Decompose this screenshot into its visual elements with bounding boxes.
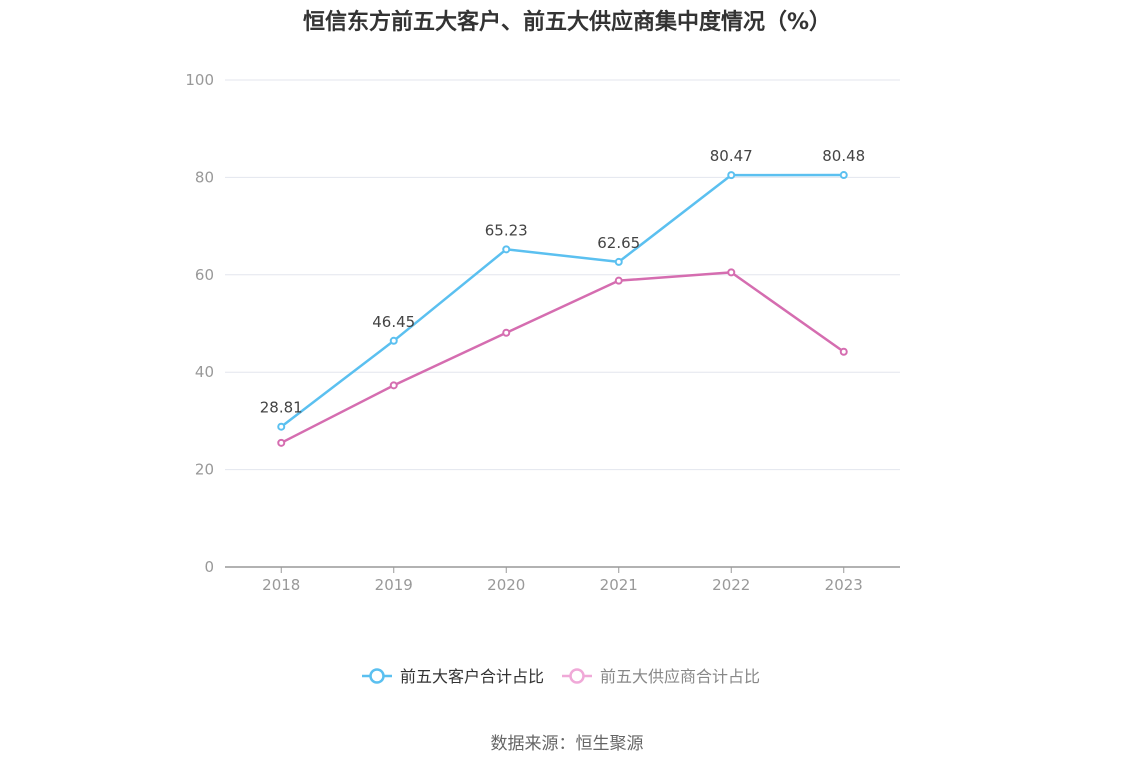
data-label: 80.47	[710, 147, 753, 165]
data-label: 65.23	[485, 221, 528, 239]
series-line	[280, 271, 845, 444]
y-tick-label: 0	[204, 558, 214, 576]
x-tick-label: 2020	[487, 576, 525, 594]
data-point	[502, 328, 511, 337]
data-point	[614, 257, 623, 266]
series-2	[277, 268, 848, 447]
legend-item-2: 前五大供应商合计占比	[562, 667, 760, 686]
chart-title: 恒信东方前五大客户、前五大供应商集中度情况（%）	[302, 10, 832, 35]
x-tick-label: 2018	[262, 576, 300, 594]
data-point	[277, 438, 286, 447]
data-label: 80.48	[822, 147, 865, 165]
legend-label: 前五大供应商合计占比	[600, 667, 760, 686]
data-source: 数据来源：恒生聚源	[490, 734, 644, 754]
data-point	[389, 381, 398, 390]
data-point	[839, 171, 848, 180]
grid-lines	[225, 79, 900, 471]
y-tick-label: 60	[195, 266, 214, 284]
y-tick-label: 20	[195, 461, 214, 479]
data-point	[502, 245, 511, 254]
series-line	[280, 173, 844, 428]
series-1: 28.81 46.45 65.23 62.65 80.47 80.48	[260, 147, 865, 431]
x-tick-label: 2022	[712, 576, 750, 594]
y-tick-label: 100	[185, 71, 214, 89]
legend: 前五大客户合计占比 前五大供应商合计占比	[362, 667, 760, 686]
data-point	[614, 276, 623, 285]
x-tick-label: 2021	[600, 576, 638, 594]
series-lines: 28.81 46.45 65.23 62.65 80.47 80.48	[260, 147, 865, 447]
data-label: 28.81	[260, 399, 303, 417]
axes: 0 20 40 60 80 100 2018 2019 2020 2021 2022 2023	[185, 71, 900, 594]
data-point	[727, 171, 736, 180]
data-label: 46.45	[372, 313, 415, 331]
data-point	[727, 268, 736, 277]
y-tick-label: 80	[195, 168, 214, 186]
data-label: 62.65	[597, 234, 640, 252]
x-tick-label: 2023	[825, 576, 863, 594]
data-point	[277, 422, 286, 431]
x-tick-label: 2019	[375, 576, 413, 594]
legend-item-1: 前五大客户合计占比	[362, 667, 544, 686]
data-point	[389, 336, 398, 345]
legend-marker	[369, 668, 385, 684]
legend-label: 前五大客户合计占比	[400, 667, 544, 686]
legend-marker	[569, 668, 585, 684]
y-tick-label: 40	[195, 363, 214, 381]
data-point	[839, 347, 848, 356]
